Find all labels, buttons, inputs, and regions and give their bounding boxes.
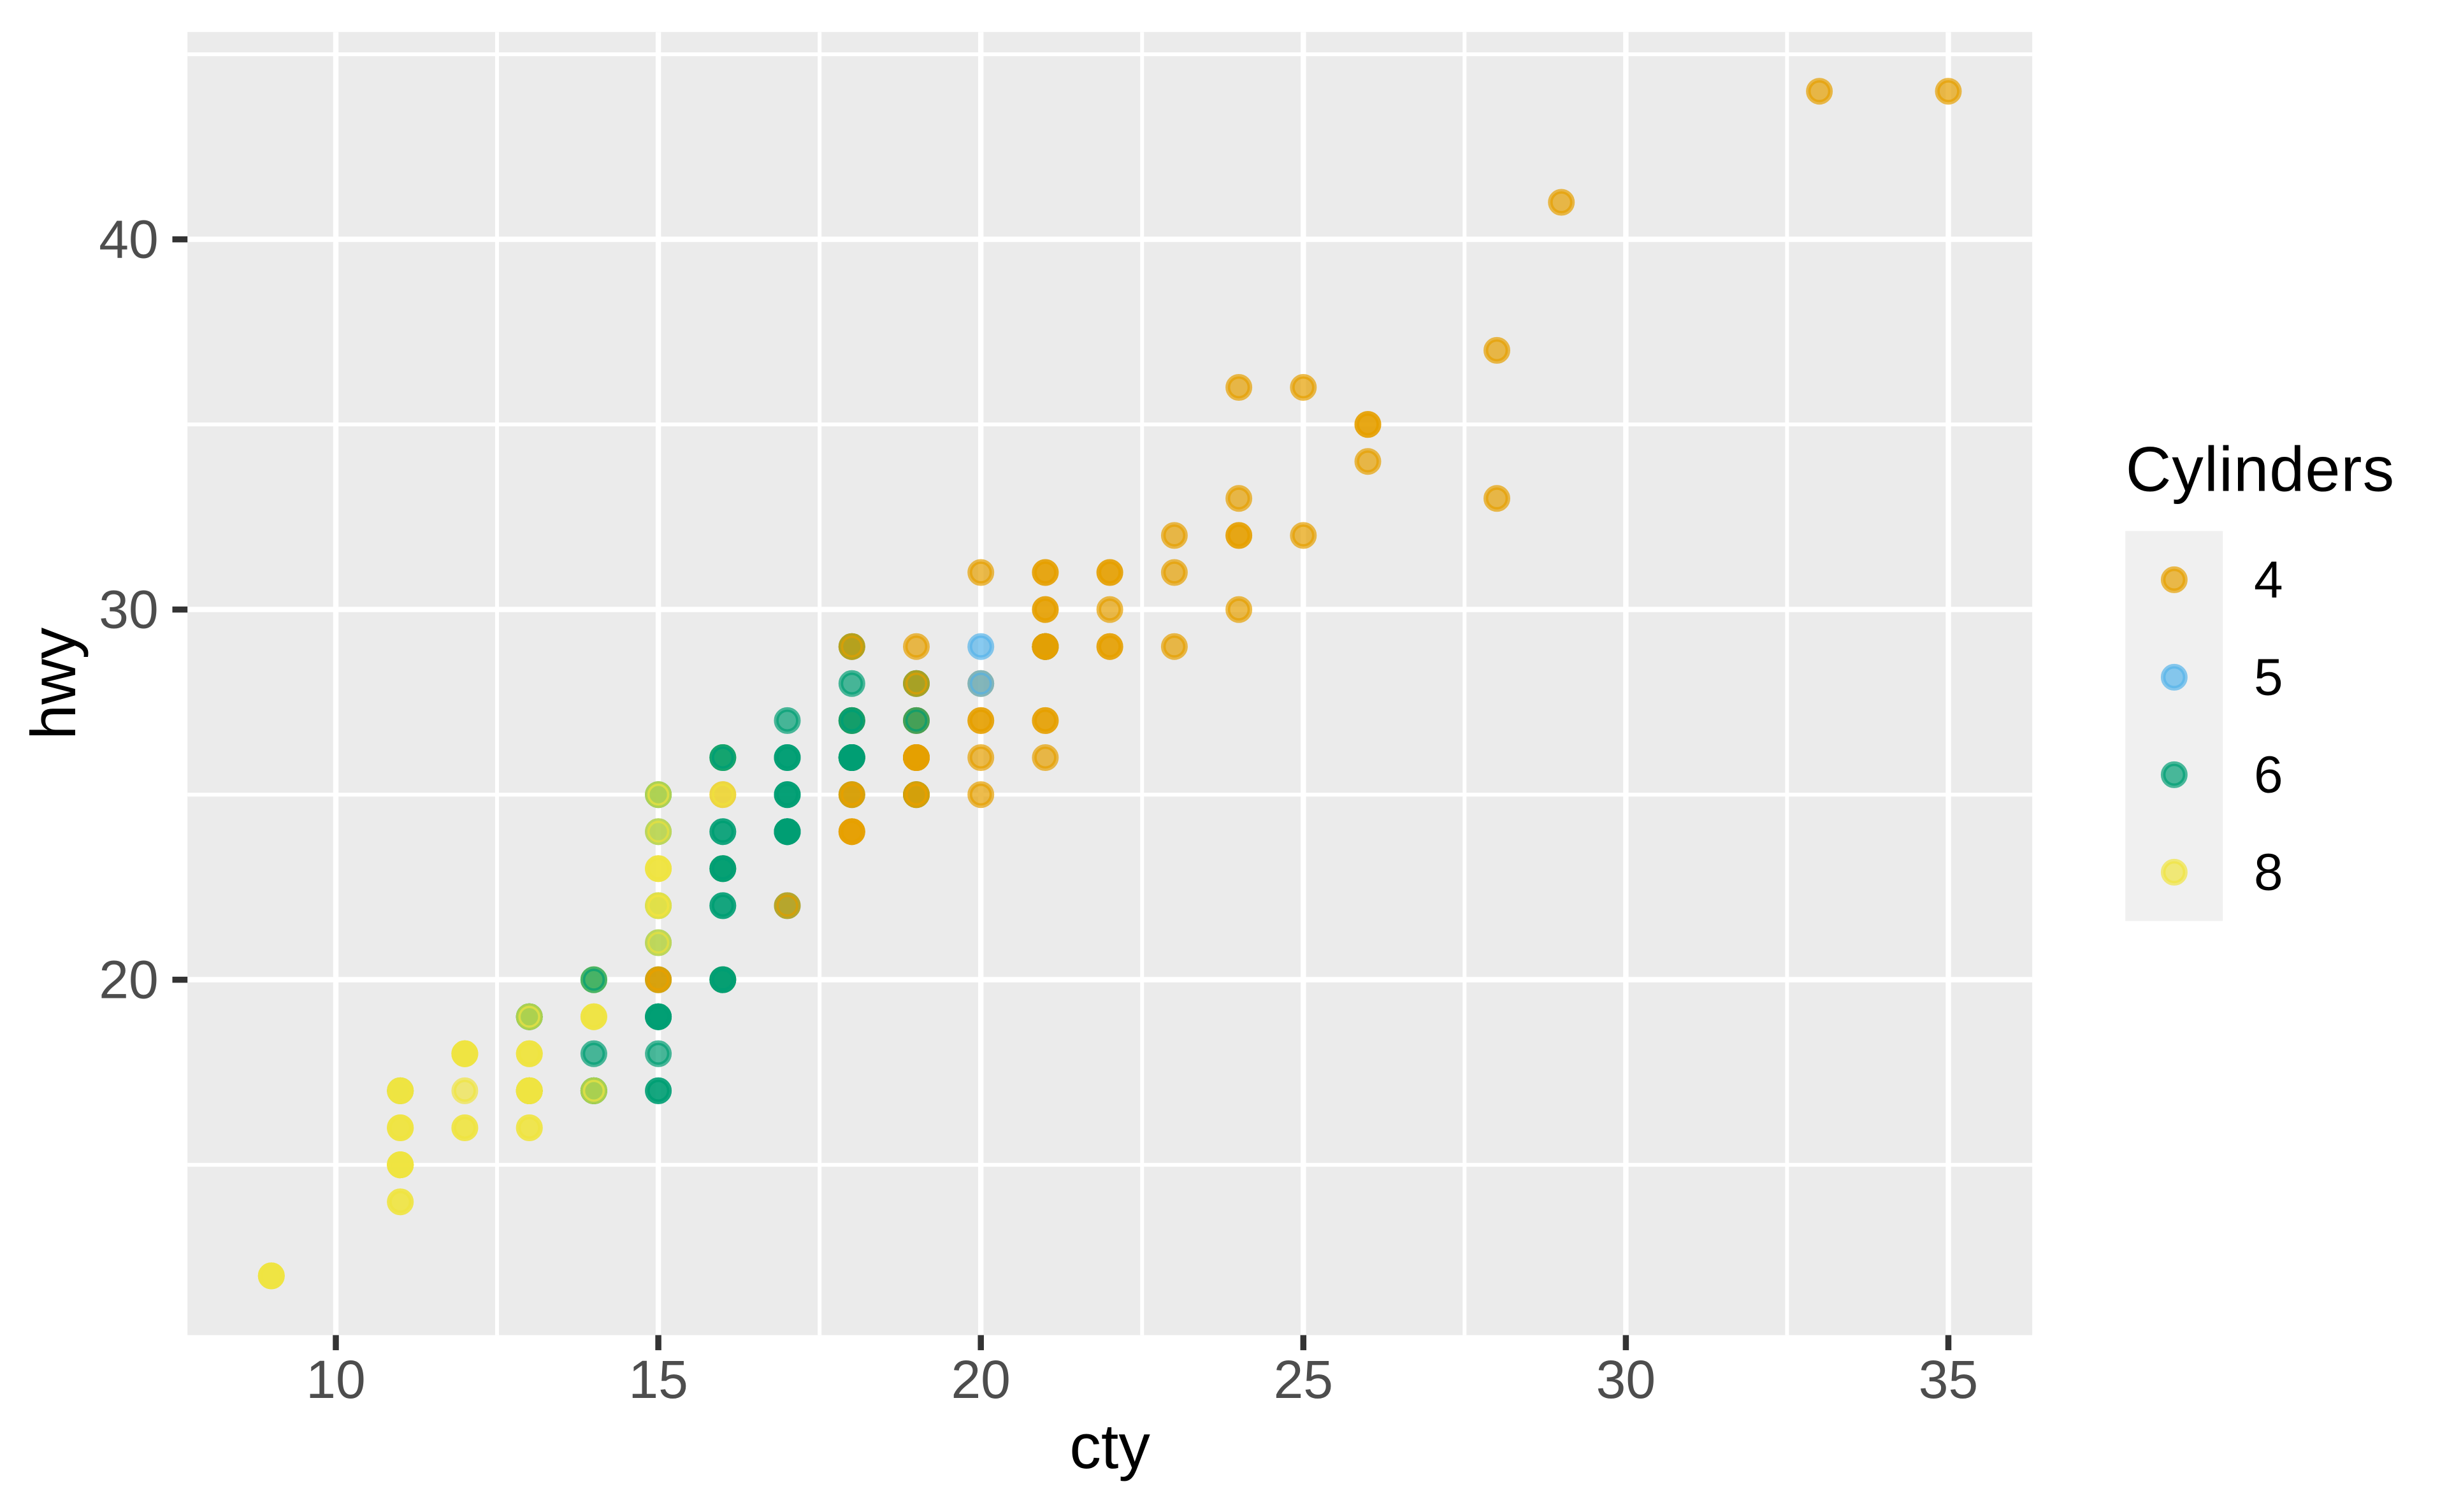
svg-text:15: 15 — [628, 1350, 688, 1409]
svg-text:25: 25 — [1274, 1350, 1333, 1409]
svg-text:35: 35 — [1919, 1350, 1978, 1409]
svg-text:10: 10 — [306, 1350, 365, 1409]
svg-text:8: 8 — [2254, 844, 2283, 902]
svg-text:5: 5 — [2254, 649, 2283, 707]
svg-text:Cylinders: Cylinders — [2126, 434, 2395, 505]
svg-text:20: 20 — [951, 1350, 1010, 1409]
svg-text:40: 40 — [99, 210, 158, 270]
svg-text:cty: cty — [1069, 1411, 1150, 1481]
svg-text:6: 6 — [2254, 746, 2283, 804]
svg-text:30: 30 — [99, 580, 158, 640]
svg-text:4: 4 — [2254, 551, 2283, 609]
svg-text:20: 20 — [99, 950, 158, 1010]
svg-text:30: 30 — [1596, 1350, 1656, 1409]
svg-text:hwy: hwy — [18, 627, 89, 740]
